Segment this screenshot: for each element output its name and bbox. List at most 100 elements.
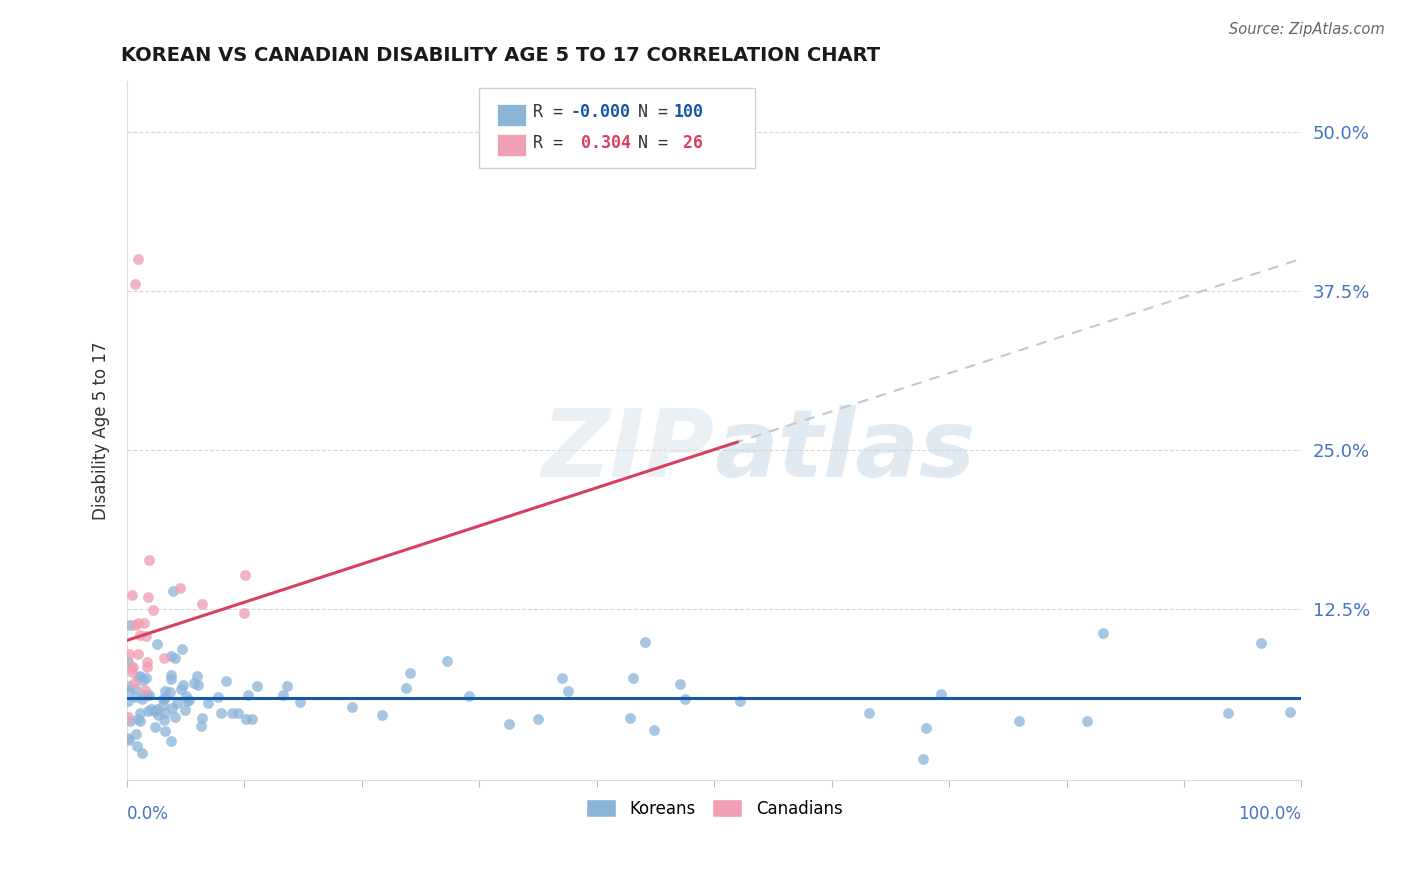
Point — [177, 692, 200, 706]
Point — [160, 668, 183, 682]
Point — [174, 689, 197, 703]
Point — [143, 721, 166, 735]
Point — [233, 568, 256, 582]
Point — [136, 689, 159, 703]
Point — [183, 676, 205, 690]
Point — [1250, 636, 1272, 650]
Point — [186, 669, 208, 683]
Point — [138, 553, 160, 567]
Point — [162, 700, 184, 714]
Point — [124, 690, 146, 704]
Y-axis label: Disability Age 5 to 17: Disability Age 5 to 17 — [93, 342, 110, 520]
Point — [162, 584, 184, 599]
Point — [176, 694, 198, 708]
Point — [288, 695, 311, 709]
Point — [153, 690, 176, 705]
Point — [132, 673, 155, 688]
Point — [858, 706, 880, 721]
Point — [141, 603, 163, 617]
Point — [619, 711, 641, 725]
Point — [135, 671, 157, 685]
Point — [117, 709, 139, 723]
Point — [370, 708, 392, 723]
Point — [145, 702, 167, 716]
Point — [128, 714, 150, 729]
Text: R =: R = — [533, 103, 574, 121]
Point — [134, 682, 156, 697]
Point — [160, 734, 183, 748]
FancyBboxPatch shape — [496, 134, 526, 156]
Point — [1278, 706, 1301, 720]
Point — [911, 752, 934, 766]
Point — [118, 714, 141, 728]
Point — [165, 651, 187, 665]
FancyBboxPatch shape — [496, 103, 526, 126]
Point — [931, 687, 953, 701]
Point — [124, 681, 146, 695]
Point — [169, 581, 191, 595]
Point — [127, 670, 149, 684]
Point — [634, 635, 657, 649]
Point — [136, 704, 159, 718]
Point — [1092, 625, 1115, 640]
Point — [235, 712, 257, 726]
Point — [169, 682, 191, 697]
Point — [132, 688, 155, 702]
Point — [152, 692, 174, 706]
Point — [128, 628, 150, 642]
Point — [135, 660, 157, 674]
Point — [146, 708, 169, 723]
Point — [117, 694, 139, 708]
Point — [127, 647, 149, 661]
Point — [120, 618, 142, 632]
Point — [197, 696, 219, 710]
Point — [127, 252, 149, 266]
Point — [621, 672, 644, 686]
Point — [153, 706, 176, 721]
Point — [131, 692, 153, 706]
Legend: Koreans, Canadians: Koreans, Canadians — [579, 792, 849, 824]
Point — [1076, 714, 1098, 728]
Point — [643, 723, 665, 737]
Text: 100.0%: 100.0% — [1239, 805, 1302, 822]
Point — [117, 731, 139, 745]
Point — [276, 679, 298, 693]
Text: N =: N = — [638, 103, 678, 121]
Point — [240, 712, 263, 726]
Point — [135, 655, 157, 669]
Point — [1216, 706, 1239, 720]
Point — [138, 688, 160, 702]
Point — [139, 702, 162, 716]
Point — [152, 714, 174, 728]
Point — [170, 641, 193, 656]
Point — [342, 699, 364, 714]
Point — [557, 683, 579, 698]
Point — [136, 590, 159, 604]
Point — [117, 683, 139, 698]
Point — [129, 706, 152, 720]
Text: KOREAN VS CANADIAN DISABILITY AGE 5 TO 17 CORRELATION CHART: KOREAN VS CANADIAN DISABILITY AGE 5 TO 1… — [121, 46, 880, 65]
Point — [187, 678, 209, 692]
Point — [915, 721, 938, 735]
Point — [191, 711, 214, 725]
Point — [153, 684, 176, 698]
Point — [1007, 714, 1029, 728]
Point — [228, 706, 250, 720]
Text: N =: N = — [638, 134, 678, 152]
Point — [143, 705, 166, 719]
Text: 0.0%: 0.0% — [127, 805, 169, 822]
Point — [153, 724, 176, 739]
Point — [124, 277, 146, 292]
Text: 26: 26 — [673, 134, 703, 152]
Text: 0.304: 0.304 — [571, 134, 631, 152]
Point — [673, 691, 696, 706]
Point — [121, 659, 143, 673]
Text: -0.000: -0.000 — [571, 103, 631, 121]
Point — [166, 697, 188, 711]
Point — [152, 651, 174, 665]
Point — [160, 648, 183, 663]
Point — [125, 739, 148, 753]
Point — [121, 588, 143, 602]
Point — [174, 703, 197, 717]
Point — [668, 677, 690, 691]
